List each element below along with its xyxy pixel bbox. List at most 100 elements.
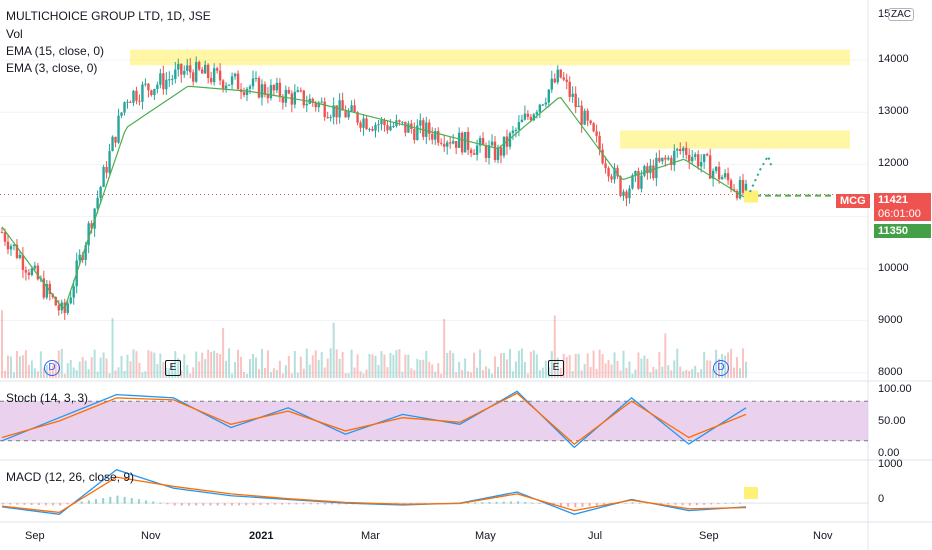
- macd-histogram-bar: [152, 501, 155, 504]
- volume-bar: [643, 355, 646, 378]
- volume-bar: [63, 373, 66, 378]
- macd-histogram-bar: [645, 503, 648, 504]
- candle-body: [233, 73, 237, 77]
- volume-bar: [126, 354, 129, 378]
- candle-body: [389, 126, 392, 131]
- stoch-tick-100: 100.00: [878, 383, 912, 395]
- candle-body: [21, 254, 25, 271]
- volume-bar: [655, 369, 658, 378]
- volume-bar: [479, 349, 482, 378]
- macd-histogram-bar: [302, 503, 305, 505]
- candle-body: [186, 65, 189, 71]
- volume-bar: [461, 369, 464, 378]
- macd-histogram-bar: [30, 503, 33, 505]
- candle-body: [616, 167, 619, 177]
- currency-button[interactable]: ZAC: [888, 8, 914, 21]
- candle-body: [607, 168, 610, 177]
- time-label-mar: Mar: [361, 530, 380, 542]
- macd-histogram-bar: [137, 499, 140, 504]
- macd-histogram-bar: [188, 503, 190, 506]
- macd-histogram-bar: [581, 503, 584, 507]
- volume-bar: [117, 367, 120, 378]
- candle-body: [691, 156, 694, 162]
- volume-bar: [574, 353, 577, 378]
- volume-bar: [544, 360, 547, 378]
- candle-body: [637, 171, 640, 189]
- earnings-icon[interactable]: E: [165, 360, 181, 376]
- macd-histogram-bar: [252, 503, 255, 506]
- earnings-icon[interactable]: E: [548, 360, 564, 376]
- macd-histogram-bar: [595, 503, 598, 506]
- volume-bar: [278, 360, 281, 378]
- dividend-icon[interactable]: D: [713, 360, 729, 376]
- candle-body: [556, 69, 559, 83]
- candle-body: [735, 191, 739, 199]
- candle-body: [658, 157, 661, 162]
- candle-body: [502, 136, 506, 156]
- candle-body: [580, 105, 583, 125]
- macd-histogram-bar: [59, 503, 62, 506]
- macd-histogram-bar: [37, 503, 40, 506]
- candle-body: [111, 136, 114, 152]
- volume-bar: [356, 354, 359, 378]
- volume-bar: [673, 360, 676, 378]
- volume-bar: [305, 348, 308, 378]
- stoch-tick-0: 0.00: [878, 447, 900, 459]
- candle-body: [380, 120, 383, 125]
- candle-body: [90, 223, 93, 229]
- volume-bar: [362, 373, 365, 378]
- volume-bar: [3, 370, 6, 378]
- candle-body: [320, 101, 323, 103]
- candle-body: [469, 149, 473, 154]
- candle-body: [317, 102, 320, 108]
- volume-bar: [332, 322, 335, 378]
- volume-bar: [272, 368, 275, 378]
- candle-body: [245, 88, 249, 95]
- candle-body: [440, 142, 443, 144]
- countdown-badge: 06:01:00: [874, 207, 931, 221]
- volume-bar: [6, 355, 9, 378]
- candle-body: [126, 101, 129, 103]
- volume-bar: [688, 370, 691, 378]
- macd-histogram-bar: [102, 498, 105, 504]
- candle-body: [667, 157, 670, 160]
- macd-histogram-bar: [116, 495, 119, 504]
- volume-bar: [350, 349, 353, 378]
- time-label-nov2: Nov: [813, 530, 833, 542]
- candle-body: [168, 79, 171, 81]
- volume-bar: [577, 353, 580, 378]
- candle-body: [661, 157, 664, 162]
- volume-bar: [640, 358, 643, 378]
- volume-bar: [129, 361, 132, 378]
- candle-body: [123, 102, 126, 113]
- candle-body: [302, 90, 305, 106]
- volume-bar: [171, 362, 174, 378]
- symbol-badge: MCG: [836, 194, 870, 208]
- candle-body: [475, 145, 479, 155]
- macd-histogram-bar: [660, 503, 663, 505]
- candle-body: [619, 176, 622, 196]
- candle-body: [595, 131, 598, 136]
- candle-body: [419, 120, 422, 126]
- volume-bar: [296, 372, 299, 378]
- volume-bar: [147, 350, 150, 378]
- candle-body: [198, 61, 201, 70]
- target-box: [744, 190, 758, 203]
- macd-histogram-bar: [703, 503, 706, 505]
- candle-body: [685, 147, 688, 155]
- candle-body: [347, 111, 350, 118]
- volume-bar: [39, 351, 42, 378]
- ema3-label: EMA (3, close, 0): [6, 61, 98, 75]
- candle-body: [604, 163, 607, 169]
- candle-body: [377, 124, 380, 126]
- volume-bar: [473, 352, 476, 378]
- volume-bar: [180, 370, 183, 378]
- volume-bar: [266, 350, 269, 378]
- signal-line: [1, 476, 747, 514]
- candle-body: [57, 305, 60, 311]
- volume-bar: [670, 370, 673, 378]
- candle-body: [209, 78, 213, 83]
- dividend-icon[interactable]: D: [44, 360, 60, 376]
- candle-body: [108, 151, 111, 173]
